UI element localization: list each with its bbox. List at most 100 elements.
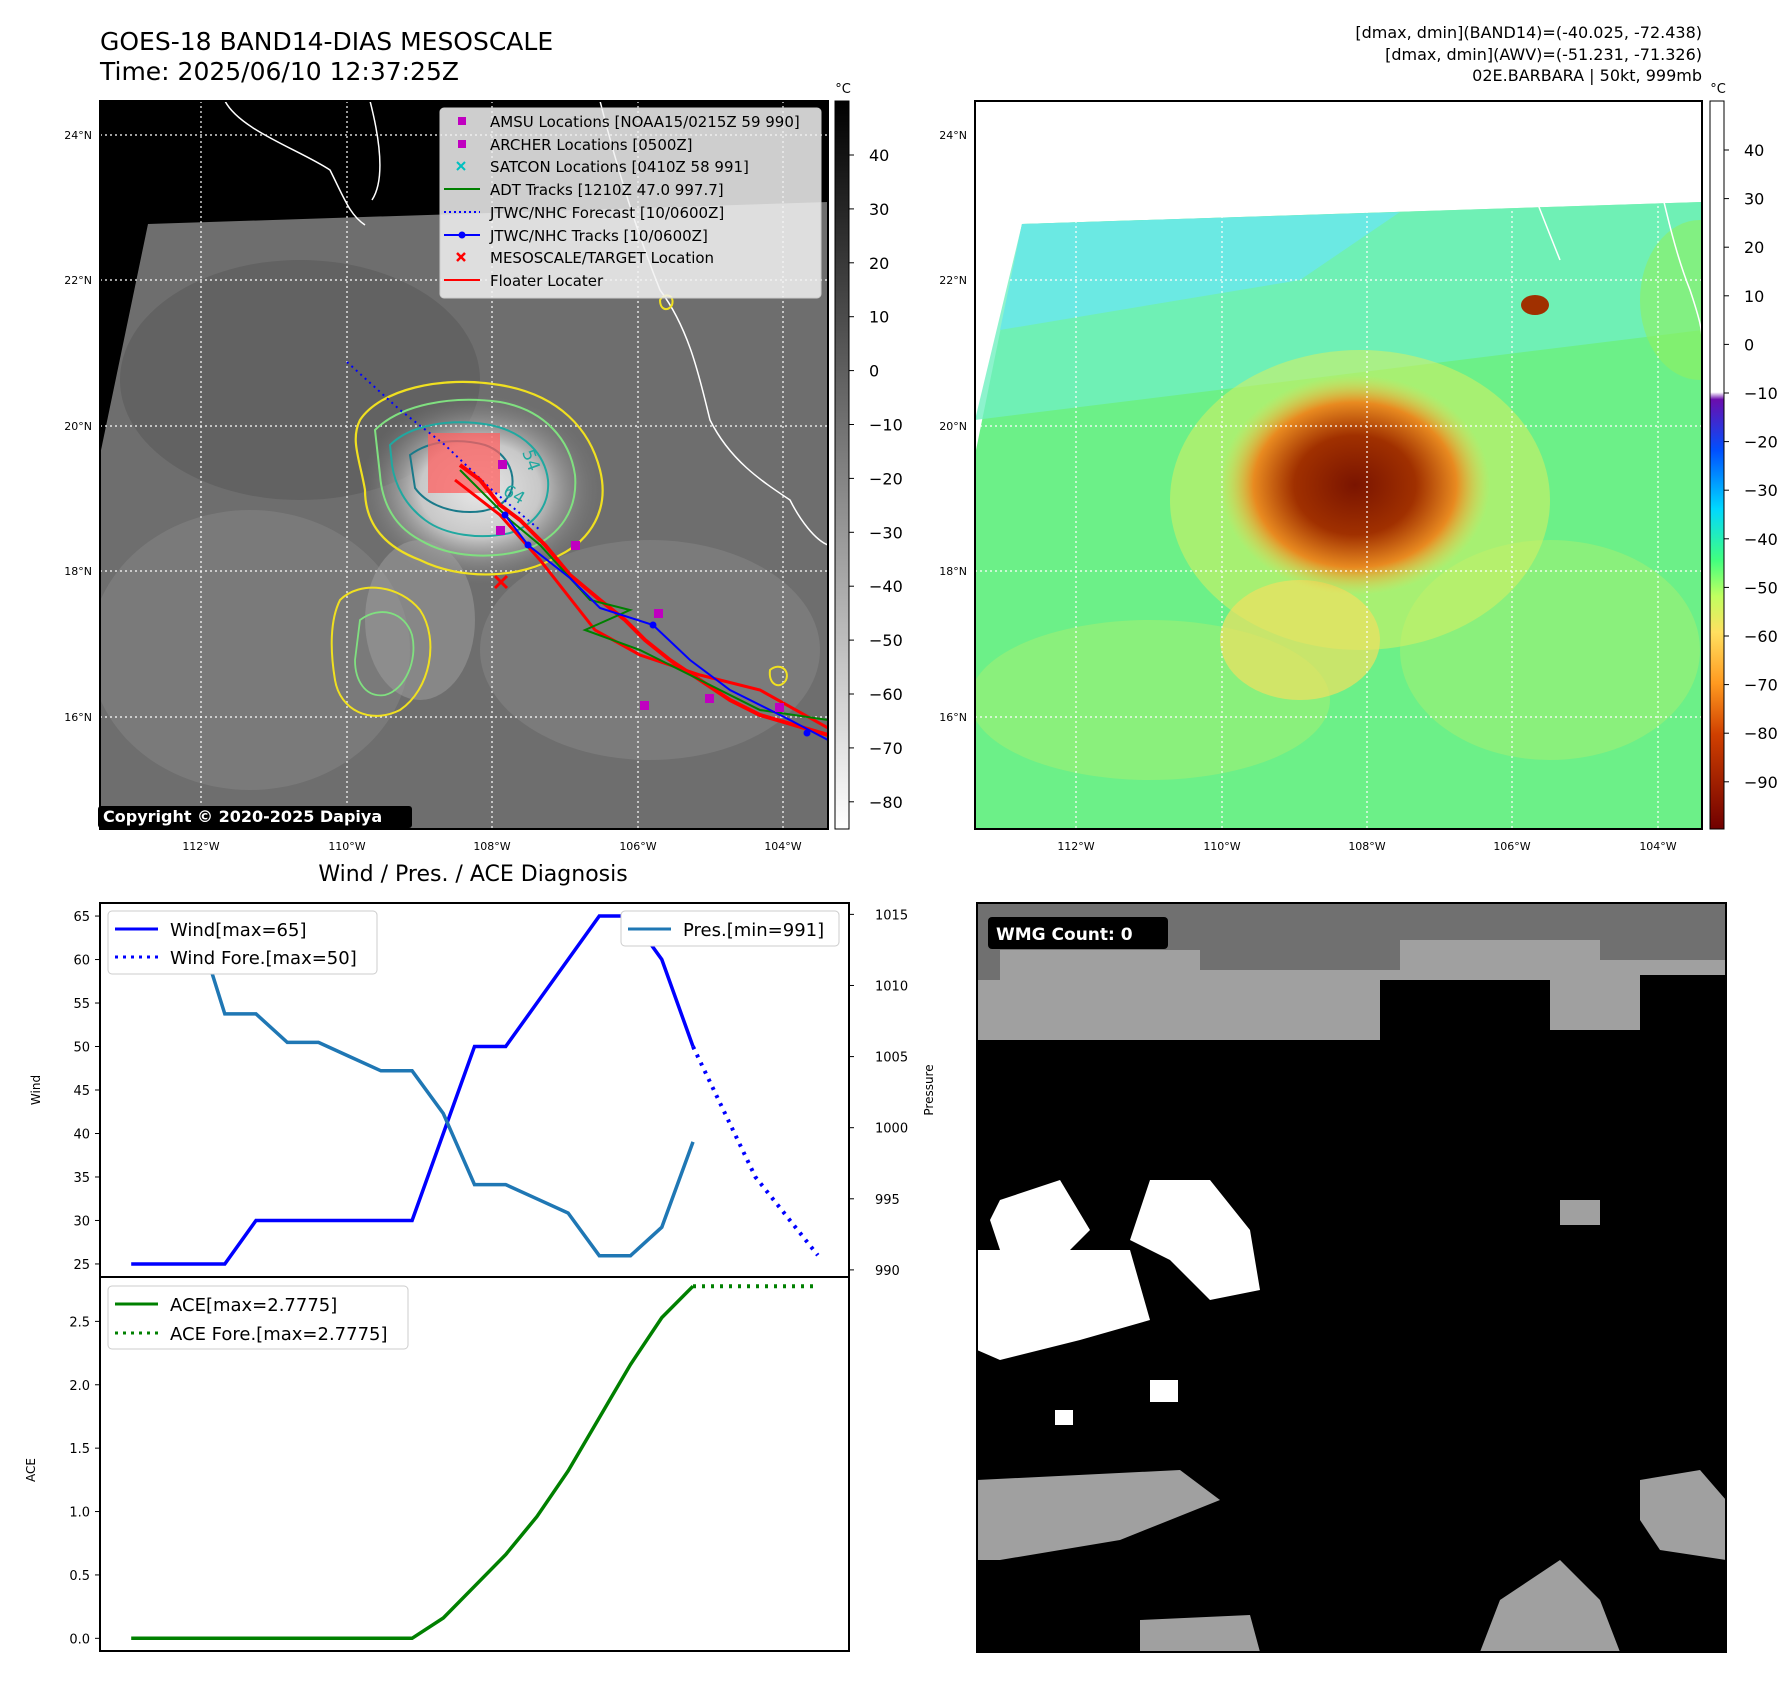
ace-tick-label: 0.0 <box>69 1632 90 1647</box>
awv-colorbar <box>1709 100 1725 830</box>
awv-colorbar-ticks: 40 30 20 10 0 −10 −20 −30 −40 −50 −60 −70 −80 −90 <box>1724 141 1778 792</box>
map2-frame <box>974 100 1703 830</box>
info-storm: 02E.BARBARA | 50kt, 999mb <box>1472 66 1702 85</box>
awv-colorbar-tick-label: −50 <box>1744 578 1778 597</box>
map2-lon-labels: 112°W 110°W 108°W 106°W 104°W <box>1057 840 1676 853</box>
svg-text:108°W: 108°W <box>1348 840 1385 853</box>
pressure-tick-label: 1000 <box>875 1122 908 1137</box>
gray-colorbar-tick-label: −80 <box>869 793 903 812</box>
copyright-text: Copyright © 2020-2025 Dapiya <box>103 807 382 826</box>
ace-tick-label: 0.5 <box>69 1569 90 1584</box>
legend-ace-fore: ACE Fore.[max=2.7775] <box>170 1324 388 1345</box>
legend-tracks: JTWC/NHC Tracks [10/0600Z] <box>489 227 708 245</box>
legend-adt: ADT Tracks [1210Z 47.0 997.7] <box>490 181 724 199</box>
map1-lat-labels: 24°N 22°N 20°N 18°N 16°N <box>64 129 92 724</box>
wind-tick-label: 50 <box>73 1041 90 1056</box>
legend-forecast: JTWC/NHC Forecast [10/0600Z] <box>489 204 724 222</box>
map2-lat-labels: 24°N 22°N 20°N 18°N 16°N <box>939 129 967 724</box>
ace-axis-label: ACE <box>24 1458 38 1482</box>
svg-text:110°W: 110°W <box>1203 840 1240 853</box>
svg-text:16°N: 16°N <box>64 711 92 724</box>
pressure-tick-label: 1010 <box>875 979 908 994</box>
wind-tick-label: 40 <box>73 1127 90 1142</box>
legend-amsu: AMSU Locations [NOAA15/0215Z 59 990] <box>490 113 800 131</box>
figure-time: Time: 2025/06/10 12:37:25Z <box>99 57 459 86</box>
legend-wind-fore: Wind Fore.[max=50] <box>170 948 357 969</box>
wmg-count: WMG Count: 0 <box>996 925 1133 945</box>
awv-colorbar-tick-label: −60 <box>1744 627 1778 646</box>
diagnosis-title: Wind / Pres. / ACE Diagnosis <box>318 862 627 887</box>
svg-text:18°N: 18°N <box>64 565 92 578</box>
gray-colorbar-tick-label: 20 <box>869 254 889 273</box>
gray-colorbar-tick-label: −40 <box>869 577 903 596</box>
awv-colorbar-tick-label: −40 <box>1744 530 1778 549</box>
svg-text:24°N: 24°N <box>64 129 92 142</box>
svg-text:18°N: 18°N <box>939 565 967 578</box>
legend-pressure: Pres.[min=991] <box>683 920 824 941</box>
gray-colorbar-tick-label: 30 <box>869 200 889 219</box>
wind-tick-label: 45 <box>73 1084 90 1099</box>
gray-colorbar-tick-label: 0 <box>869 362 879 381</box>
gray-colorbar-unit: °C <box>835 82 851 97</box>
awv-colorbar-tick-label: −70 <box>1744 676 1778 695</box>
pressure-tick-label: 1005 <box>875 1051 908 1066</box>
gray-colorbar-tick-label: −20 <box>869 469 903 488</box>
pressure-line <box>131 912 695 1258</box>
gray-colorbar-tick-label: −70 <box>869 739 903 758</box>
legend-satcon: SATCON Locations [0410Z 58 991] <box>490 158 749 176</box>
svg-text:110°W: 110°W <box>328 840 365 853</box>
wind-tick-label: 35 <box>73 1171 90 1186</box>
amsu-archer-markers <box>496 460 784 712</box>
awv-colorbar-tick-label: −90 <box>1744 773 1778 792</box>
svg-text:16°N: 16°N <box>939 711 967 724</box>
wmg-panel: WMG Count: 0 <box>976 902 1727 1653</box>
map2-gridlines <box>975 101 1702 829</box>
ace-tick-label: 1.0 <box>69 1506 90 1521</box>
svg-text:112°W: 112°W <box>1057 840 1094 853</box>
awv-colorbar-tick-label: 20 <box>1744 238 1764 257</box>
ace-line <box>131 1284 695 1641</box>
svg-text:22°N: 22°N <box>939 274 967 287</box>
gray-colorbar-tick-label: 10 <box>869 308 889 327</box>
awv-colorbar-tick-label: 10 <box>1744 287 1764 306</box>
wind-legend: Wind[max=65] Wind Fore.[max=50] <box>107 910 378 975</box>
svg-text:22°N: 22°N <box>64 274 92 287</box>
copyright-badge <box>98 806 412 828</box>
gray-colorbar-tick-label: 40 <box>869 146 889 165</box>
gray-colorbar-ticks: 40 30 20 10 0 −10 −20 −30 −40 −50 −60 −70 −80 <box>849 146 903 812</box>
svg-text:112°W: 112°W <box>182 840 219 853</box>
wind-tick-label: 55 <box>73 997 90 1012</box>
ace-tick-label: 1.5 <box>69 1442 90 1457</box>
awv-colorbar-tick-label: −20 <box>1744 433 1778 452</box>
floater-box <box>428 433 500 493</box>
wmg-badge-box <box>988 917 1168 949</box>
svg-text:20°N: 20°N <box>939 420 967 433</box>
wind-forecast-line <box>691 1045 820 1257</box>
legend-ace: ACE[max=2.7775] <box>170 1295 337 1316</box>
pressure-tick-label: 1015 <box>875 908 908 923</box>
adt-track <box>459 469 828 721</box>
svg-text:24°N: 24°N <box>939 129 967 142</box>
awv-map <box>975 101 1702 829</box>
awv-colorbar-tick-label: 40 <box>1744 141 1764 160</box>
map1-lon-labels: 112°W 110°W 108°W 106°W 104°W <box>182 840 801 853</box>
ace-tick-label: 2.5 <box>69 1315 90 1330</box>
gray-colorbar-tick-label: −50 <box>869 631 903 650</box>
svg-text:108°W: 108°W <box>473 840 510 853</box>
awv-colorbar-tick-label: −30 <box>1744 481 1778 500</box>
wind-tick-label: 30 <box>73 1214 90 1229</box>
svg-text:104°W: 104°W <box>1639 840 1676 853</box>
wind-line <box>131 914 695 1266</box>
legend-wind: Wind[max=65] <box>170 920 307 941</box>
wind-tick-label: 60 <box>73 954 90 969</box>
awv-colorbar-tick-label: 0 <box>1744 335 1754 354</box>
gray-colorbar-tick-label: −30 <box>869 523 903 542</box>
figure-title: GOES-18 BAND14-DIAS MESOSCALE <box>100 27 553 56</box>
ace-tick-label: 2.0 <box>69 1379 90 1394</box>
ace-legend: ACE[max=2.7775] ACE Fore.[max=2.7775] <box>107 1285 409 1350</box>
awv-colorbar-unit: °C <box>1710 82 1726 97</box>
target-marker <box>493 574 509 590</box>
wind-tick-label: 25 <box>73 1258 90 1273</box>
wind-axis-label: Wind <box>29 1075 43 1105</box>
